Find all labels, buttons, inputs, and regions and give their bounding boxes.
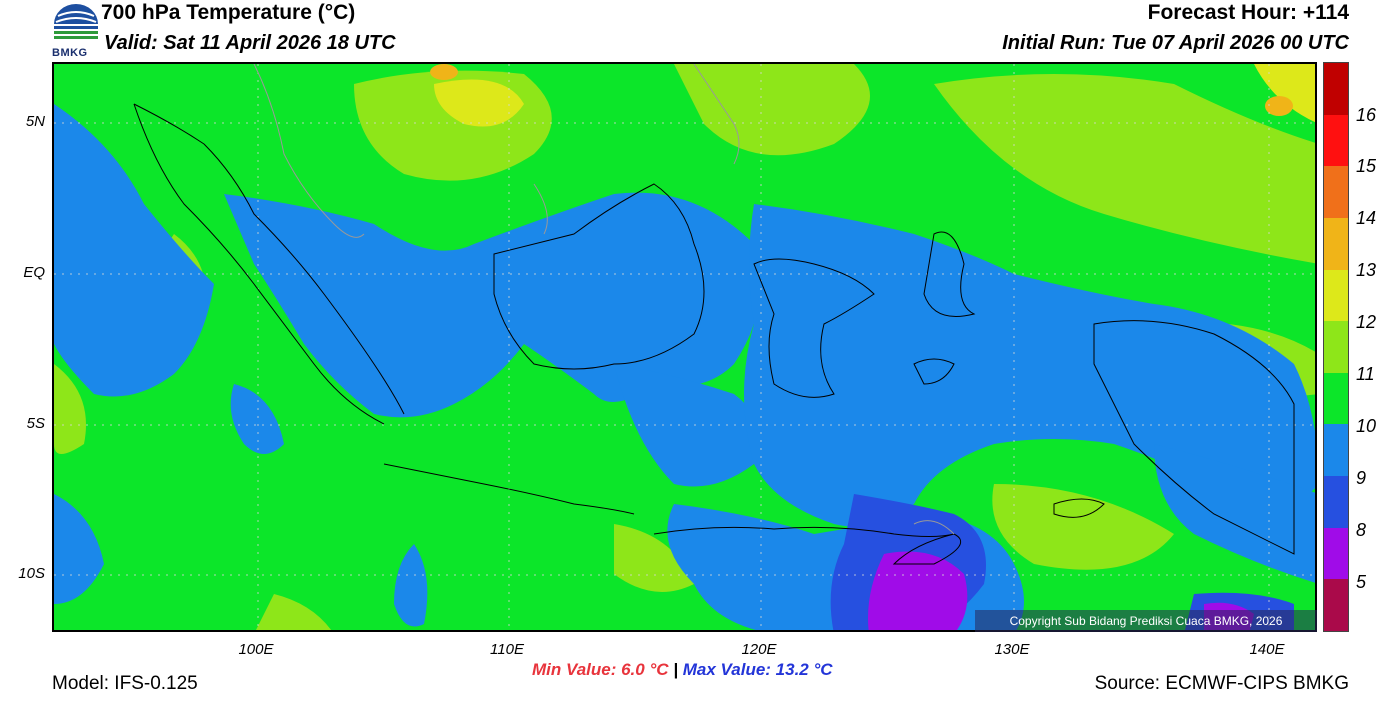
lon-label-140e: 140E	[1249, 641, 1285, 658]
lon-label-110e: 110E	[490, 641, 524, 658]
initial-run: Initial Run: Tue 07 April 2026 00 UTC	[1002, 32, 1349, 54]
lat-label-5s: 5S	[26, 415, 45, 432]
colorbar-label-15: 15	[1356, 156, 1377, 176]
bmkg-logo	[52, 2, 100, 60]
colorbar-segment	[1324, 114, 1348, 167]
lon-label-100e: 100E	[238, 641, 274, 658]
min-max-values: Min Value: 6.0 °C | Max Value: 13.2 °C	[532, 660, 833, 680]
colorbar-label-13: 13	[1356, 260, 1377, 280]
value-separator: |	[673, 660, 679, 679]
valid-time: Valid: Sat 11 April 2026 18 UTC	[104, 32, 396, 54]
max-value: Max Value: 13.2 °C	[682, 660, 833, 679]
colorbar-segment	[1324, 166, 1348, 218]
colorbar-segment	[1324, 372, 1348, 425]
colorbar-segment	[1324, 321, 1348, 373]
lat-label-eq: EQ	[23, 264, 45, 281]
colorbar-label-8: 8	[1356, 520, 1367, 540]
colorbar-segment	[1324, 217, 1348, 270]
colorbar-label-14: 14	[1356, 208, 1377, 228]
lon-label-130e: 130E	[994, 641, 1030, 658]
chart-title: 700 hPa Temperature (°C)	[101, 1, 356, 24]
colorbar-segment	[1324, 424, 1348, 476]
source-label: Source: ECMWF-CIPS BMKG	[1094, 673, 1349, 694]
colorbar-label-5: 5	[1356, 572, 1367, 592]
colorbar-segment	[1324, 269, 1348, 322]
lat-label-5n: 5N	[25, 113, 45, 130]
colorbar-label-11: 11	[1356, 364, 1375, 384]
forecast-hour: Forecast Hour: +114	[1147, 1, 1349, 24]
temperature-map	[52, 62, 1317, 632]
colorbar-label-16: 16	[1356, 105, 1377, 125]
temperature-colorbar	[1323, 62, 1349, 632]
lat-label-10s: 10S	[18, 565, 45, 582]
colorbar-label-10: 10	[1356, 416, 1377, 436]
colorbar-segment	[1324, 476, 1348, 528]
copyright-notice: Copyright Sub Bidang Prediksi Cuaca BMKG…	[975, 610, 1317, 632]
colorbar-label-12: 12	[1356, 312, 1377, 332]
colorbar-segment	[1324, 63, 1348, 115]
colorbar-segment	[1324, 579, 1348, 631]
min-value: Min Value: 6.0 °C	[532, 660, 669, 679]
lon-label-120e: 120E	[741, 641, 777, 658]
logo-text: BMKG	[52, 47, 88, 59]
model-label: Model: IFS-0.125	[52, 673, 198, 694]
colorbar-segment	[1324, 527, 1348, 580]
colorbar-label-9: 9	[1356, 468, 1367, 488]
